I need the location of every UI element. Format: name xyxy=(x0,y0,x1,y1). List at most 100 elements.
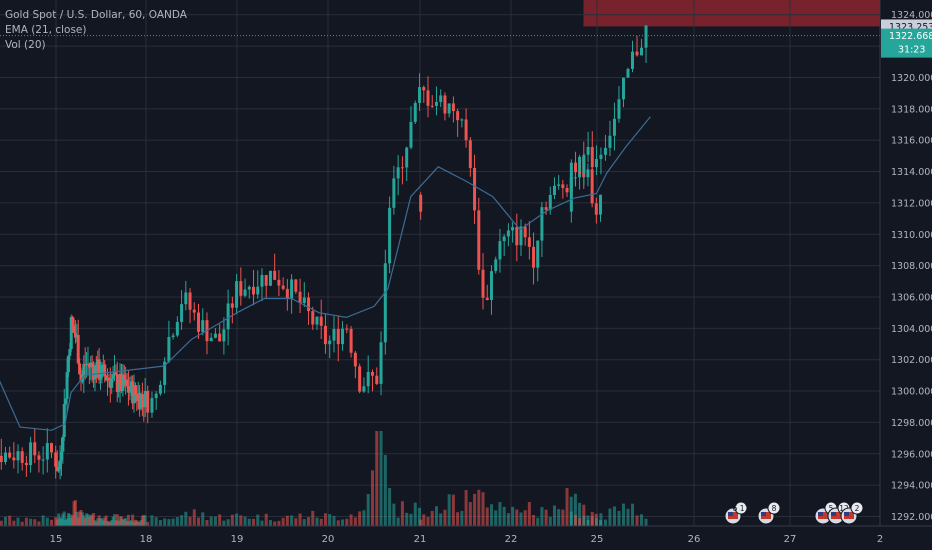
candle-up[interactable] xyxy=(163,361,167,385)
candle-down[interactable] xyxy=(192,309,196,313)
candle-up[interactable] xyxy=(366,371,370,387)
candle-up[interactable] xyxy=(128,391,132,393)
candle-up[interactable] xyxy=(171,335,175,338)
candle-down[interactable] xyxy=(319,316,323,326)
candle-down[interactable] xyxy=(298,291,302,303)
candle-up[interactable] xyxy=(631,51,635,69)
candle-up[interactable] xyxy=(64,398,68,404)
candle-up[interactable] xyxy=(143,390,147,408)
candle-down[interactable] xyxy=(590,146,594,168)
candle-down[interactable] xyxy=(523,226,527,238)
candle-down[interactable] xyxy=(33,442,37,456)
candle-down[interactable] xyxy=(264,275,268,286)
candle-down[interactable] xyxy=(146,390,150,413)
candle-up[interactable] xyxy=(260,275,264,287)
candle-down[interactable] xyxy=(252,286,256,295)
candle-up[interactable] xyxy=(117,389,121,392)
candle-up[interactable] xyxy=(99,377,103,380)
candle-down[interactable] xyxy=(468,140,472,168)
candle-up[interactable] xyxy=(612,118,616,136)
candle-up[interactable] xyxy=(268,270,272,286)
candle-up[interactable] xyxy=(59,451,63,461)
candle-up[interactable] xyxy=(61,436,65,452)
candle-down[interactable] xyxy=(485,297,489,300)
candle-down[interactable] xyxy=(115,374,119,392)
candle-down[interactable] xyxy=(114,371,118,375)
candle-down[interactable] xyxy=(72,325,76,333)
candle-down[interactable] xyxy=(55,466,59,472)
candle-up[interactable] xyxy=(502,236,506,242)
candle-up[interactable] xyxy=(392,178,396,208)
candle-up[interactable] xyxy=(235,281,239,308)
candle-up[interactable] xyxy=(409,121,413,148)
candle-up[interactable] xyxy=(243,289,247,296)
candle-up[interactable] xyxy=(569,162,573,212)
candle-down[interactable] xyxy=(430,105,434,107)
candle-up[interactable] xyxy=(222,329,226,342)
candle-down[interactable] xyxy=(477,210,481,270)
candle-down[interactable] xyxy=(345,328,349,330)
candle-up[interactable] xyxy=(396,167,400,179)
candle-down[interactable] xyxy=(12,457,16,461)
candle-up[interactable] xyxy=(498,241,502,260)
candle-up[interactable] xyxy=(154,393,158,399)
candle-up[interactable] xyxy=(82,363,86,378)
candle-up[interactable] xyxy=(552,185,556,196)
candle-up[interactable] xyxy=(536,240,540,268)
candle-down[interactable] xyxy=(277,279,281,286)
candle-down[interactable] xyxy=(527,237,531,247)
candle-down[interactable] xyxy=(71,317,75,326)
candle-up[interactable] xyxy=(608,135,612,148)
candle-down[interactable] xyxy=(90,362,94,368)
candle-up[interactable] xyxy=(640,47,644,56)
candle-down[interactable] xyxy=(294,279,298,292)
candle-up[interactable] xyxy=(315,316,319,325)
legend-ema[interactable]: EMA (21, close) xyxy=(5,24,87,36)
candle-down[interactable] xyxy=(140,394,144,400)
candle-up[interactable] xyxy=(29,442,33,466)
candle-up[interactable] xyxy=(302,297,306,303)
candle-down[interactable] xyxy=(353,352,357,367)
price-axis-panel[interactable] xyxy=(880,0,932,550)
candle-down[interactable] xyxy=(107,377,111,381)
candle-up[interactable] xyxy=(226,303,230,330)
candle-down[interactable] xyxy=(422,87,426,91)
candle-down[interactable] xyxy=(273,270,277,280)
candle-down[interactable] xyxy=(8,452,12,458)
candle-down[interactable] xyxy=(50,443,53,453)
candle-up[interactable] xyxy=(540,207,544,241)
candle-down[interactable] xyxy=(78,363,82,375)
candle-down[interactable] xyxy=(456,111,460,121)
candle-down[interactable] xyxy=(594,203,598,215)
candle-down[interactable] xyxy=(197,312,201,332)
candle-up[interactable] xyxy=(506,230,510,237)
candle-up[interactable] xyxy=(413,102,417,122)
candle-up[interactable] xyxy=(65,372,69,399)
candle-up[interactable] xyxy=(341,328,345,345)
candle-down[interactable] xyxy=(0,455,3,463)
candle-down[interactable] xyxy=(473,167,477,211)
candle-up[interactable] xyxy=(45,443,49,460)
candle-up[interactable] xyxy=(586,169,590,178)
candle-down[interactable] xyxy=(125,379,129,386)
candle-up[interactable] xyxy=(290,279,294,299)
candle-up[interactable] xyxy=(439,95,443,102)
candle-up[interactable] xyxy=(175,321,179,336)
candle-down[interactable] xyxy=(451,103,455,112)
candle-up[interactable] xyxy=(383,263,387,343)
candle-down[interactable] xyxy=(281,285,285,289)
candle-down[interactable] xyxy=(532,246,536,268)
candle-up[interactable] xyxy=(519,226,523,246)
candle-down[interactable] xyxy=(370,371,374,376)
candle-up[interactable] xyxy=(586,146,590,155)
candle-up[interactable] xyxy=(362,386,366,392)
candle-down[interactable] xyxy=(311,311,315,325)
candle-down[interactable] xyxy=(188,292,192,310)
candle-up[interactable] xyxy=(418,87,422,103)
candle-down[interactable] xyxy=(544,207,548,210)
candle-down[interactable] xyxy=(103,364,107,376)
candle-down[interactable] xyxy=(239,281,243,296)
candle-up[interactable] xyxy=(80,377,84,382)
candle-up[interactable] xyxy=(328,340,332,345)
candle-up[interactable] xyxy=(180,304,184,322)
